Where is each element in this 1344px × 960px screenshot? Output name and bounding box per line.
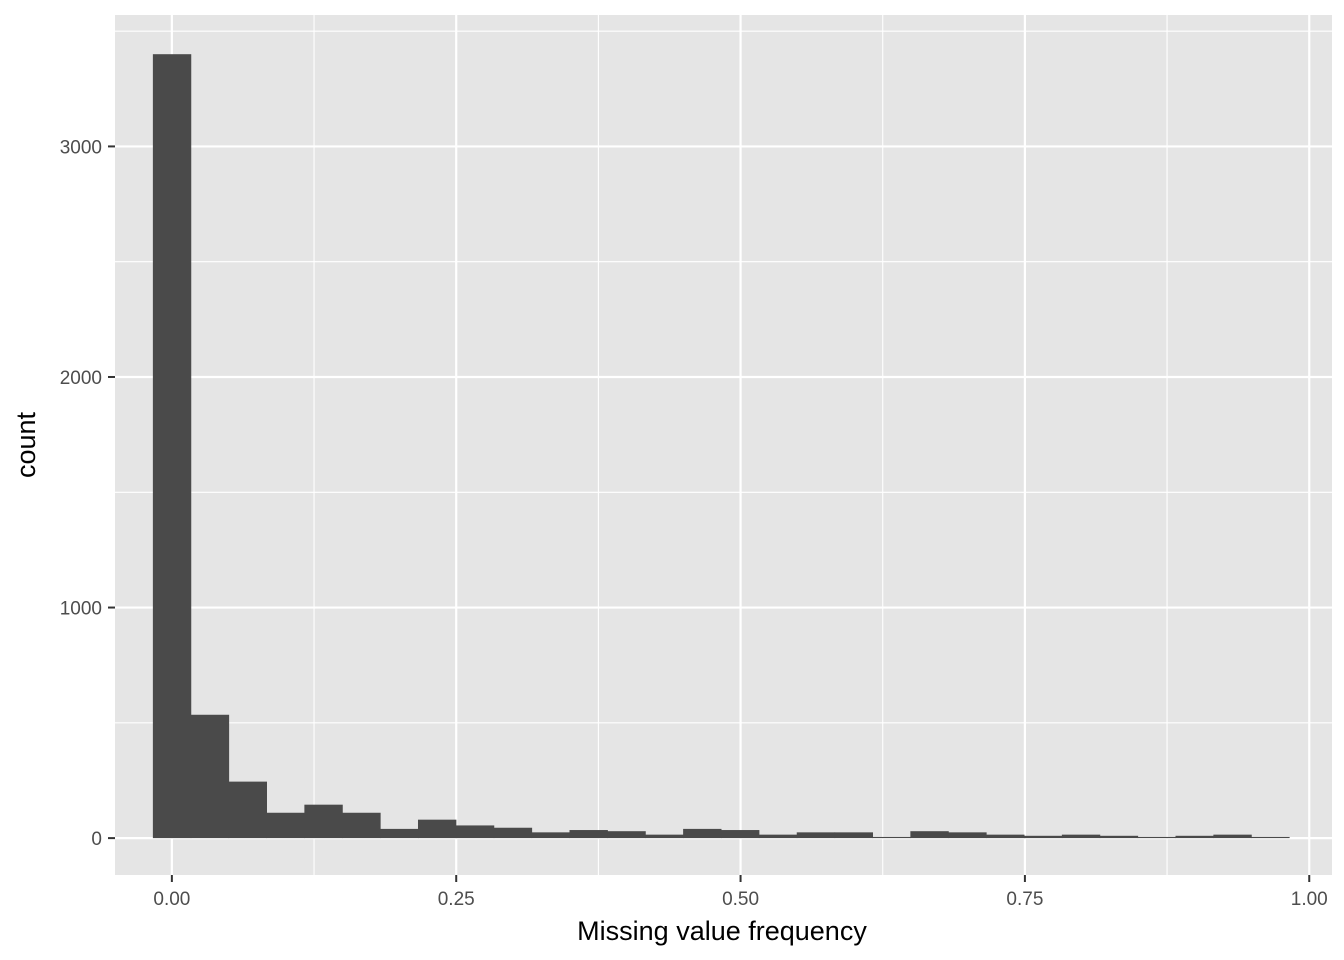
histogram-bar <box>342 812 381 839</box>
histogram-bar <box>1023 835 1063 839</box>
x-tick-label: 0.25 <box>438 889 475 910</box>
y-axis-title: count <box>11 411 41 478</box>
histogram-bar <box>872 836 911 839</box>
x-axis: 0.00 0.25 0.50 0.75 1.00 <box>153 875 1328 910</box>
histogram-bar <box>152 54 192 839</box>
minor-gridlines <box>115 15 1332 875</box>
histogram-bar <box>796 832 836 839</box>
x-axis-title: Missing value frequency <box>577 916 867 946</box>
histogram-bar <box>986 834 1025 839</box>
histogram-bar <box>1137 836 1176 839</box>
histogram-bar <box>1175 835 1214 839</box>
histogram-bar <box>531 832 570 839</box>
histogram-bar <box>645 834 684 839</box>
histogram-bar <box>1061 834 1101 839</box>
histogram-bar <box>1213 834 1252 839</box>
histogram-bar <box>910 831 949 839</box>
histogram-bar <box>720 830 760 839</box>
x-tick-label: 0.50 <box>722 889 759 910</box>
histogram-bars <box>152 54 1290 839</box>
histogram-bar <box>455 825 495 839</box>
histogram-bar <box>228 781 267 839</box>
histogram-bar <box>683 828 722 839</box>
histogram-bar <box>569 830 608 839</box>
y-tick-label: 1000 <box>60 599 102 620</box>
histogram-bar <box>1251 836 1290 839</box>
y-tick-label: 0 <box>91 829 102 850</box>
histogram-bar <box>304 804 343 839</box>
y-tick-label: 2000 <box>60 368 102 389</box>
x-tick-label: 0.75 <box>1006 889 1043 910</box>
histogram-bar <box>266 812 305 839</box>
y-tick-label: 3000 <box>60 137 102 158</box>
y-axis: 0 1000 2000 3000 <box>60 137 115 850</box>
histogram-bar <box>493 827 533 839</box>
histogram-bar <box>190 714 230 839</box>
histogram-bar <box>380 828 419 839</box>
x-tick-label: 1.00 <box>1291 889 1328 910</box>
histogram-bar <box>417 819 457 839</box>
histogram-bar <box>948 832 987 839</box>
histogram-bar <box>607 831 646 839</box>
histogram-bar <box>834 832 873 839</box>
plot-panel <box>115 15 1332 875</box>
histogram-bar <box>1099 835 1139 839</box>
x-tick-label: 0.00 <box>153 889 190 910</box>
histogram-bar <box>758 834 798 839</box>
